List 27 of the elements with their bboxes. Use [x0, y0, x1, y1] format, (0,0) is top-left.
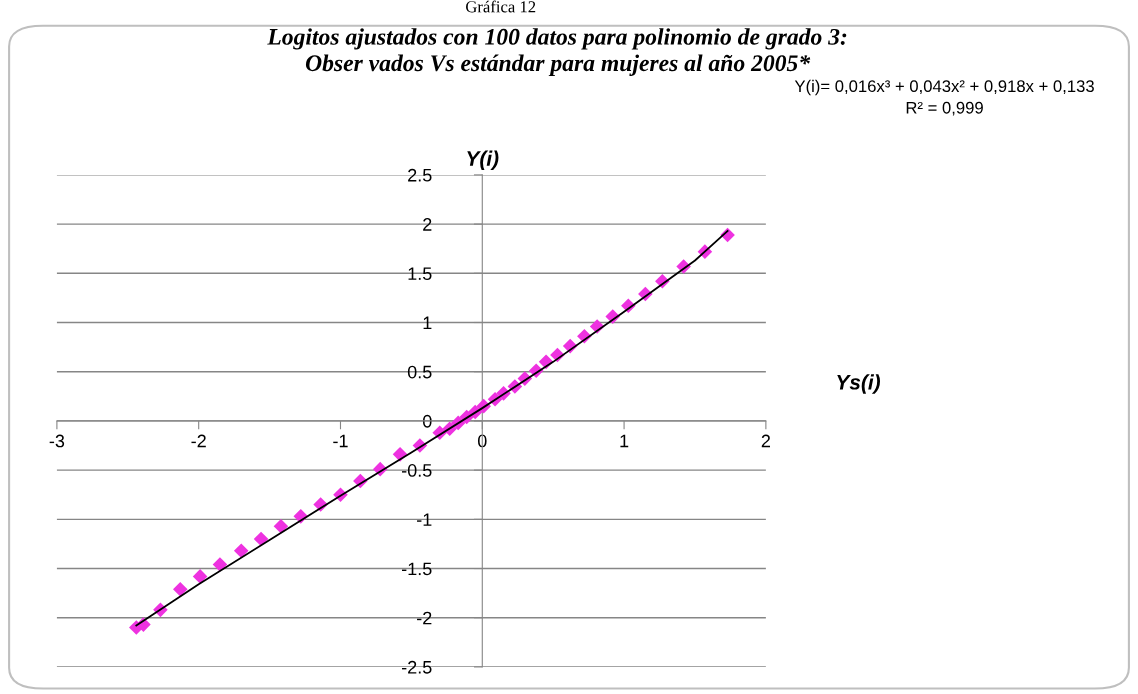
y-tick-label: -2: [417, 611, 432, 625]
point: [233, 543, 249, 559]
x-tick-label: 2: [761, 434, 770, 448]
point: [253, 531, 269, 547]
x-axis-title: Ys(i): [837, 374, 881, 394]
point: [192, 569, 208, 584]
x-tick-label: -1: [333, 434, 348, 448]
y-tick-label: 0: [422, 414, 432, 428]
point: [273, 518, 289, 534]
chart-title: Logitos ajustados con 100 datos para polinomio de grado 3: Obser vados Vs estándar para mujeres al año 2005*: [267, 28, 847, 76]
y-axis-title: Y(i): [467, 150, 499, 170]
x-tick-label: 1: [620, 434, 629, 448]
x-tick-label: -3: [49, 434, 65, 448]
point: [172, 581, 188, 597]
y-tick-label: -1.5: [401, 562, 432, 576]
y-tick-label: -1: [417, 513, 432, 526]
y-tick-label: 1.5: [408, 267, 432, 281]
y-tick-label: -0.5: [401, 464, 432, 477]
x-tick-label: 0: [477, 434, 487, 448]
y-tick-label: 2.5: [408, 168, 432, 182]
y-tick-label: 0.5: [407, 365, 432, 379]
y-tick-label: 1: [423, 316, 432, 330]
x-tick-label: -2: [191, 434, 206, 448]
y-tick-label: 2: [423, 218, 432, 231]
y-tick-label: -2.5: [401, 660, 432, 674]
text: Gráfica 12: [466, 0, 536, 13]
text: Y(i)= 0,016x³ + 0,043x² + 0,918x + 0,133 R² = 0,999: [794, 79, 1094, 116]
